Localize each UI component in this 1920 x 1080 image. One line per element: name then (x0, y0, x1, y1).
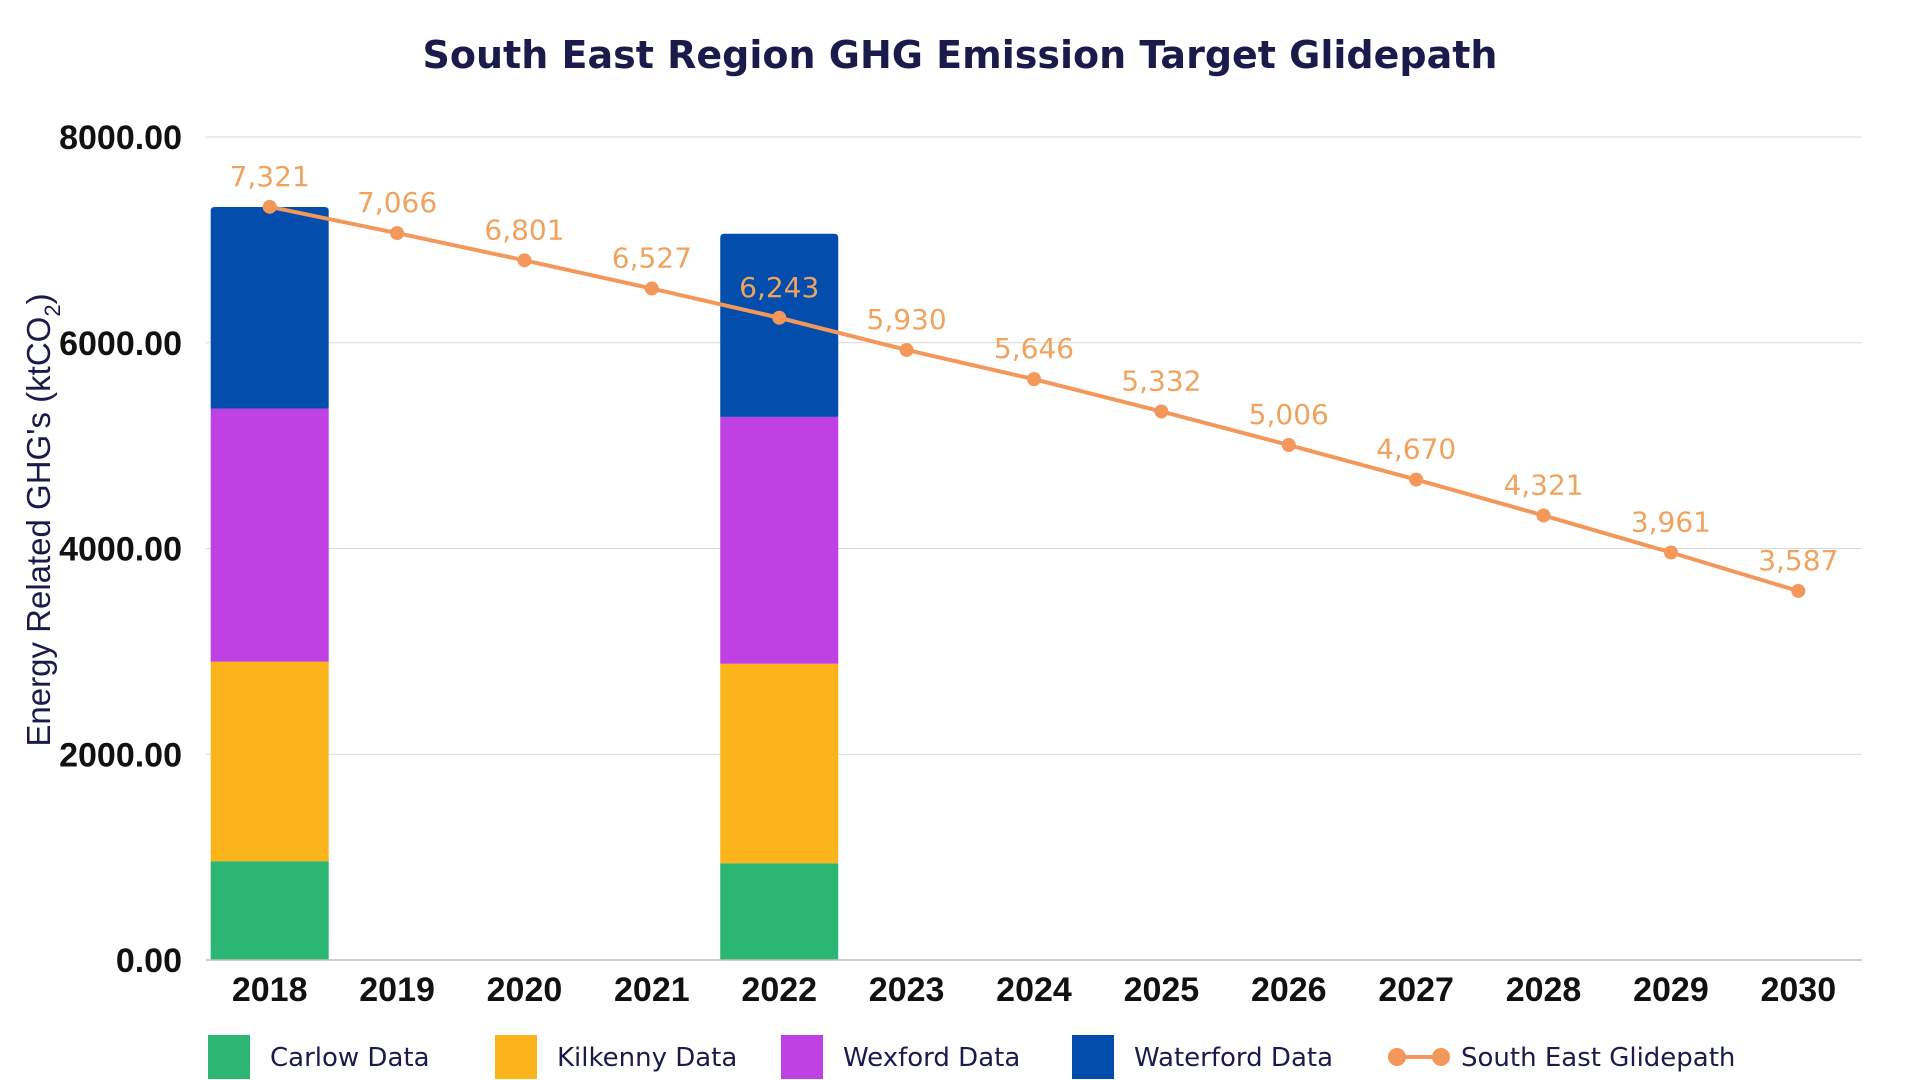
x-tick-label: 2020 (487, 971, 563, 1009)
x-tick-label: 2021 (614, 971, 690, 1009)
y-axis-label-main: Energy Related GHG's (ktCO (20, 317, 57, 747)
glidepath-polyline (269, 204, 1799, 593)
legend-label: Kilkenny Data (557, 1043, 737, 1073)
bars (210, 206, 839, 960)
glidepath-point (390, 226, 405, 241)
glidepath-point (1281, 438, 1296, 453)
glidepath-point (899, 342, 914, 357)
x-tick-label: 2018 (232, 971, 308, 1009)
y-axis-label-subscript: 2 (40, 304, 65, 316)
x-tick-label: 2025 (1124, 971, 1200, 1009)
y-axis-label: Energy Related GHG's (ktCO2) (20, 293, 65, 746)
legend-label: Wexford Data (843, 1043, 1020, 1073)
x-tick-label: 2030 (1760, 971, 1836, 1009)
glidepath-data-label: 5,332 (1121, 364, 1201, 397)
bar-segment (720, 416, 839, 664)
x-axis-ticks: 2018 2019 2020 2021 2022 2023 2024 2025 2026 2027… (232, 971, 1836, 1009)
glidepath-point (517, 253, 532, 268)
glidepath-data-label: 5,646 (994, 332, 1074, 365)
glidepath-point (1663, 545, 1678, 560)
glidepath-point (1409, 472, 1424, 487)
glidepath-data-label: 6,527 (612, 242, 692, 275)
legend-label: Waterford Data (1134, 1043, 1333, 1073)
y-tick-label: 4000.00 (59, 531, 182, 569)
legend-marker (1388, 1048, 1406, 1066)
glidepath-point (1027, 372, 1041, 387)
x-tick-label: 2029 (1633, 971, 1709, 1009)
x-tick-label: 2023 (869, 971, 945, 1009)
legend-label: Carlow Data (270, 1043, 430, 1073)
glidepath-point (772, 310, 787, 325)
x-tick-label: 2024 (996, 971, 1072, 1009)
x-tick-label: 2026 (1251, 971, 1327, 1009)
glidepath-data-label: 4,670 (1376, 433, 1456, 466)
x-tick-label: 2027 (1378, 971, 1454, 1009)
glidepath-data-label: 7,321 (230, 160, 310, 193)
bar-segment (720, 663, 839, 864)
glidepath-data-label: 6,243 (739, 271, 819, 304)
glidepath-line (262, 199, 1806, 598)
y-axis-label-end: ) (20, 293, 57, 304)
glidepath-data-label: 4,321 (1503, 468, 1583, 501)
glidepath-data-label: 5,006 (1249, 398, 1329, 431)
glidepath-point (1536, 508, 1551, 523)
y-tick-label: 8000.00 (59, 119, 182, 157)
legend-swatch (208, 1035, 250, 1079)
legend-marker (1432, 1048, 1450, 1066)
glidepath-point (1154, 404, 1169, 419)
x-tick-label: 2028 (1506, 971, 1582, 1009)
glidepath-data-label: 6,801 (484, 213, 564, 246)
x-tick-label: 2019 (359, 971, 435, 1009)
glidepath-point (644, 281, 659, 296)
bar-segment (210, 661, 329, 862)
y-tick-label: 6000.00 (59, 325, 182, 363)
y-axis-ticks: 0.00 2000.00 4000.00 6000.00 8000.00 (59, 119, 182, 980)
bar-segment (210, 408, 329, 662)
y-tick-label: 0.00 (116, 942, 182, 980)
glidepath-point (1791, 583, 1806, 598)
legend: Carlow Data Kilkenny Data Wexford Data Wate… (208, 1035, 1735, 1079)
legend-swatch (1072, 1035, 1114, 1079)
glidepath-data-label: 7,066 (357, 186, 437, 219)
glidepath-labels: 7,321 7,066 6,801 6,527 6,243 5,930 5,646 5,332… (230, 160, 1839, 577)
bar-segment (720, 863, 839, 960)
glidepath-point (262, 199, 277, 214)
legend-swatch (781, 1035, 823, 1079)
x-tick-label: 2022 (741, 971, 817, 1009)
legend-label: South East Glidepath (1461, 1043, 1735, 1073)
bar-segment (210, 861, 329, 960)
gridlines (206, 136, 1862, 755)
y-tick-label: 2000.00 (59, 736, 182, 774)
bar-segment (210, 206, 329, 409)
glidepath-data-label: 3,961 (1631, 506, 1711, 539)
bar-segment (720, 233, 839, 417)
glidepath-data-label: 5,930 (867, 303, 947, 336)
legend-swatch (495, 1035, 537, 1079)
chart-title: South East Region GHG Emission Target Gl… (423, 33, 1498, 77)
glidepath-data-label: 3,587 (1758, 544, 1838, 577)
